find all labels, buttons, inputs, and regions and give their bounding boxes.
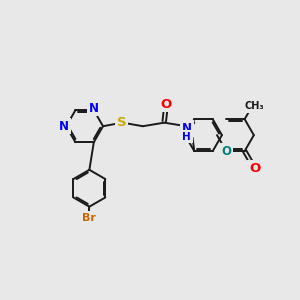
- Text: S: S: [117, 116, 126, 129]
- Text: Br: Br: [82, 213, 96, 223]
- Text: N: N: [182, 122, 192, 135]
- Text: H: H: [182, 132, 191, 142]
- Text: O: O: [160, 98, 171, 111]
- Text: N: N: [89, 102, 99, 115]
- Text: O: O: [249, 162, 260, 175]
- Text: O: O: [221, 145, 231, 158]
- Text: N: N: [59, 120, 69, 133]
- Text: CH₃: CH₃: [244, 101, 264, 111]
